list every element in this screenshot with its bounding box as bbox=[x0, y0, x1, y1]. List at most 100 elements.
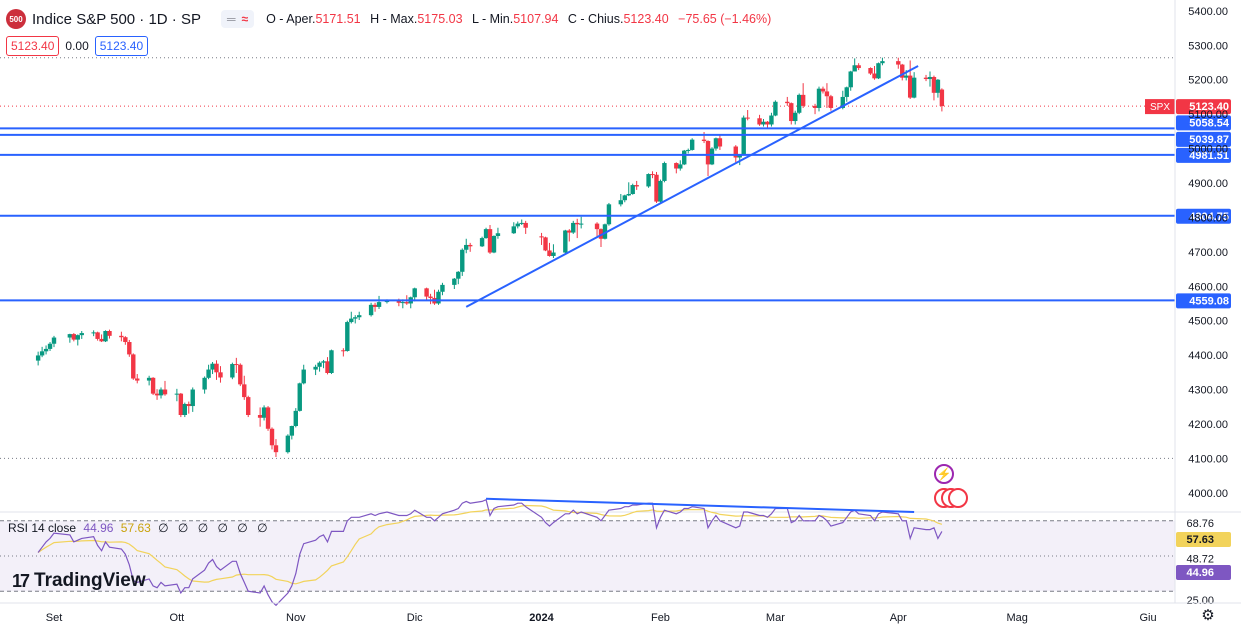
lightning-icon[interactable]: ⚡ bbox=[934, 464, 954, 484]
buy-price-button[interactable]: 5123.40 bbox=[94, 36, 149, 56]
candle bbox=[75, 334, 80, 346]
candle-body bbox=[896, 61, 901, 65]
candle-body bbox=[900, 64, 905, 78]
candle-body bbox=[107, 331, 112, 336]
candle bbox=[646, 173, 651, 188]
candle-body bbox=[479, 238, 485, 247]
candle-body bbox=[238, 364, 243, 385]
candle bbox=[357, 311, 362, 320]
price-tick-label: 4900.00 bbox=[1188, 178, 1228, 190]
level-price-label: 5039.87 bbox=[1189, 134, 1229, 146]
candle-body bbox=[301, 369, 306, 384]
candle-body bbox=[682, 150, 687, 165]
candle bbox=[630, 183, 635, 195]
candle bbox=[261, 405, 267, 421]
candle-body bbox=[146, 377, 152, 381]
candle-body bbox=[848, 71, 853, 88]
rsi-legend[interactable]: RSI 14 close 44.96 57.63 ∅ ∅ ∅ ∅ ∅ ∅ bbox=[8, 521, 271, 535]
rsi-value: 44.96 bbox=[83, 521, 114, 535]
rsi-extra-values: ∅ ∅ ∅ ∅ ∅ ∅ bbox=[158, 521, 271, 535]
candle-body bbox=[543, 237, 548, 251]
candle bbox=[717, 135, 723, 150]
candle bbox=[127, 339, 132, 357]
candle bbox=[622, 194, 627, 203]
candle-body bbox=[491, 236, 497, 253]
candle bbox=[269, 427, 275, 450]
candle-body bbox=[551, 252, 556, 256]
candle bbox=[440, 282, 445, 296]
tradingview-name: TradingView bbox=[34, 570, 146, 591]
candle-body bbox=[650, 174, 655, 176]
time-tick-label: Nov bbox=[286, 612, 306, 624]
candle-body bbox=[257, 414, 263, 418]
low-value: 5107.94 bbox=[513, 12, 559, 26]
candle bbox=[329, 349, 334, 375]
price-tick-label: 4300.00 bbox=[1188, 385, 1228, 397]
rsi-pane[interactable]: 68.76 48.72 25.00 57.63 44.96 bbox=[0, 497, 1241, 607]
candle-body bbox=[868, 68, 873, 74]
candle bbox=[602, 223, 608, 240]
candle bbox=[551, 244, 556, 259]
candle bbox=[456, 271, 461, 285]
symbol-title[interactable]: Indice S&P 500 · 1D · SP bbox=[32, 10, 201, 28]
candle bbox=[689, 138, 695, 151]
candle-body bbox=[341, 350, 346, 352]
candle-body bbox=[662, 163, 667, 181]
candle-body bbox=[357, 315, 362, 318]
trendline[interactable] bbox=[465, 65, 919, 308]
candle-body bbox=[789, 103, 794, 122]
gear-icon[interactable]: ⚙ bbox=[1201, 607, 1215, 624]
candle bbox=[186, 401, 191, 414]
tradingview-logo[interactable]: 17 TradingView bbox=[12, 570, 146, 592]
candle-body bbox=[150, 377, 156, 394]
candle-body bbox=[349, 318, 354, 323]
candle bbox=[761, 118, 766, 127]
candle bbox=[67, 333, 73, 343]
candle bbox=[230, 362, 235, 380]
sell-price-button[interactable]: 5123.40 bbox=[6, 36, 60, 56]
candle bbox=[297, 382, 302, 412]
candle-body bbox=[626, 194, 631, 196]
candle bbox=[872, 65, 877, 80]
candle-body bbox=[844, 87, 849, 97]
candle-body bbox=[911, 77, 917, 98]
candle-body bbox=[210, 363, 215, 370]
candle bbox=[190, 387, 195, 412]
time-axis[interactable]: Set Ott Nov Dic 2024 Feb Mar Apr Mag Giu bbox=[0, 602, 1241, 624]
candle-body bbox=[880, 61, 885, 64]
candle bbox=[852, 58, 857, 72]
trendline-segment bbox=[465, 65, 919, 308]
candle-body bbox=[396, 300, 402, 303]
candle-body bbox=[511, 226, 516, 234]
candle-body bbox=[293, 410, 298, 427]
candle bbox=[848, 70, 853, 91]
candle-body bbox=[923, 77, 929, 80]
candle bbox=[214, 360, 219, 380]
symbol-tag bbox=[1145, 99, 1175, 115]
candle bbox=[35, 351, 41, 366]
candle-body bbox=[487, 229, 493, 253]
us-flag-icon[interactable] bbox=[934, 488, 968, 510]
candle bbox=[820, 86, 826, 94]
chart-mode-toggle[interactable]: ═ ≈ bbox=[220, 10, 255, 28]
candle-body bbox=[602, 224, 608, 239]
candle-body bbox=[186, 403, 191, 407]
candle bbox=[71, 333, 77, 342]
candle-body bbox=[737, 154, 742, 158]
candle bbox=[154, 389, 160, 400]
candle-body bbox=[840, 96, 845, 108]
candle bbox=[376, 295, 382, 309]
candle bbox=[285, 434, 291, 454]
time-tick-label: Feb bbox=[651, 612, 670, 624]
candle-body bbox=[452, 278, 457, 285]
time-tick-label: Mar bbox=[766, 612, 785, 624]
candle bbox=[773, 100, 778, 117]
horizontal-levels[interactable]: 5058.54 5039.87 4981.51 4804.75 4559.08 SPX 51… bbox=[0, 99, 1231, 309]
candle-body bbox=[467, 244, 473, 247]
price-axis[interactable]: 4000.00 4100.00 4200.00 4300.00 4400.00 4500.… bbox=[1174, 0, 1228, 603]
symbol-tag-label: SPX bbox=[1150, 102, 1170, 113]
candle-body bbox=[131, 354, 136, 379]
time-tick-label: 2024 bbox=[529, 612, 554, 624]
change-value: −75.65 (−1.46%) bbox=[678, 12, 772, 26]
